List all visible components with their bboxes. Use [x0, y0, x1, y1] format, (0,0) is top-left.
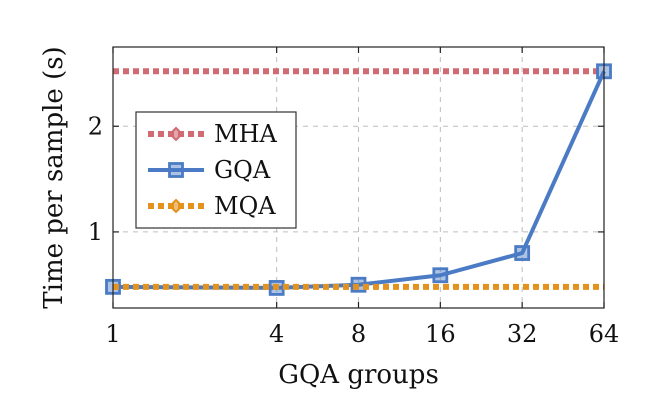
x-tick-label: 64 [589, 320, 620, 348]
legend-marker-mha [168, 126, 184, 142]
x-axis-label: GQA groups [278, 360, 439, 390]
legend-label-mha: MHA [214, 120, 278, 148]
series-layer [105, 63, 612, 296]
data-point-gqa [432, 267, 449, 284]
legend-swatch-gqa [148, 162, 204, 178]
x-tick-label: 8 [351, 320, 366, 348]
tick-layer: 1 4 8 16 32 64 1 2 [88, 47, 620, 348]
series-line-gqa [112, 70, 606, 290]
legend-label-mqa: MQA [214, 192, 276, 220]
legend-swatch-mha [148, 126, 204, 142]
legend-label-gqa: GQA [214, 156, 271, 184]
legend-entry-gqa: GQA [148, 156, 271, 184]
x-tick-label: 16 [425, 320, 456, 348]
legend-swatch-mqa [148, 198, 204, 214]
legend-entry-mha: MHA [148, 120, 278, 148]
legend-marker-mqa [168, 198, 184, 214]
legend-entry-mqa: MQA [148, 192, 276, 220]
y-tick-label: 1 [88, 218, 103, 246]
x-tick-label: 4 [269, 320, 284, 348]
legend-marker-gqa [168, 162, 184, 178]
y-axis-label: Time per sample (s) [39, 46, 69, 308]
x-tick-label: 1 [105, 320, 120, 348]
y-tick-label: 2 [88, 112, 103, 140]
data-point-gqa [514, 245, 531, 261]
legend: MHA GQA MQA [135, 111, 297, 229]
x-tick-label: 32 [507, 320, 538, 348]
